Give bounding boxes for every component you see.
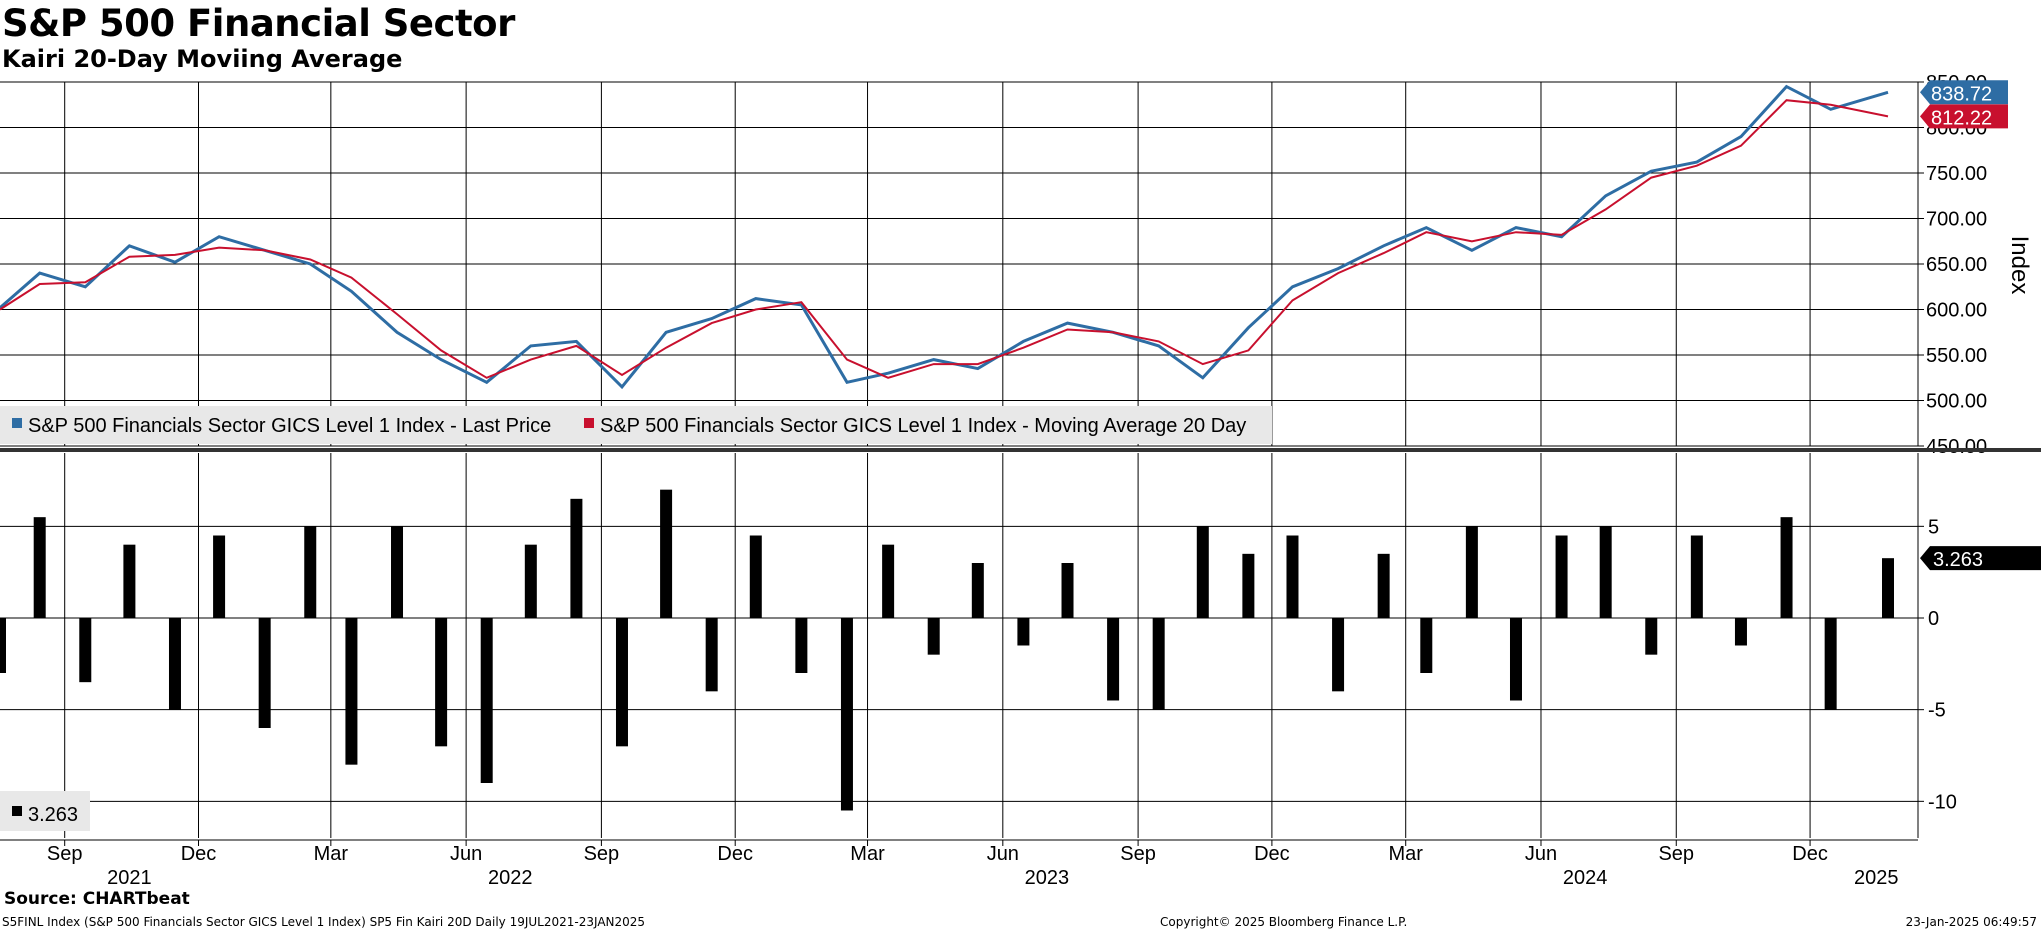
y-tick-label-price: 700.00 (1926, 209, 1987, 231)
last-price-tag: 838.72 (1931, 83, 1992, 105)
x-tick-label-month: Jun (450, 843, 482, 865)
moving-average-tag: 812.22 (1931, 107, 1992, 129)
x-tick-label-month: Mar (850, 843, 885, 865)
kairi-bar (570, 498, 583, 618)
legend-box-price (0, 406, 1272, 444)
timestamp: 23-Jan-2025 06:49:57 (1905, 915, 2037, 929)
legend-swatch-kairi (12, 806, 22, 816)
kairi-bar (1465, 526, 1478, 618)
kairi-bar (123, 544, 136, 618)
y-tick-label-kairi: 5 (1928, 516, 1939, 538)
y-tick-label-price: 750.00 (1926, 163, 1987, 185)
kairi-bar (1332, 618, 1345, 692)
kairi-bar (1152, 618, 1165, 710)
kairi-bar (33, 517, 46, 618)
y-tick-label-price: 550.00 (1926, 345, 1987, 367)
kairi-bar (1286, 535, 1299, 618)
kairi-bar (1599, 526, 1612, 618)
legend-label: S&P 500 Financials Sector GICS Level 1 I… (600, 415, 1246, 437)
kairi-bar (1824, 618, 1837, 710)
x-tick-label-month: Mar (314, 843, 349, 865)
last-price-tag-bg (1920, 80, 2008, 105)
x-tick-label-month: Jun (987, 843, 1019, 865)
y-tick-label-price: 500.00 (1926, 391, 1987, 413)
kairi-bar (1107, 618, 1120, 701)
x-tick-label-month: Dec (1792, 843, 1828, 865)
kairi-last-tag: 3.263 (1933, 549, 1983, 571)
y-tick-label-price: 650.00 (1926, 254, 1987, 276)
kairi-bar (1780, 517, 1793, 618)
kairi-bar (304, 526, 317, 618)
kairi-bar (749, 535, 762, 618)
y-tick-label-kairi: 0 (1928, 608, 1939, 630)
kairi-bar (168, 618, 181, 710)
ticker-description: S5FINL Index (S&P 500 Financials Sector … (2, 915, 646, 929)
y-tick-label-price: 450.00 (1926, 436, 1987, 458)
kairi-bar (258, 618, 271, 728)
kairi-bar (1882, 558, 1894, 618)
x-tick-label-year: 2021 (107, 867, 152, 889)
kairi-bar (795, 618, 808, 673)
kairi-bar (840, 618, 853, 811)
x-tick-label-month: Sep (1120, 843, 1156, 865)
legend-swatch (584, 418, 594, 428)
chart-subtitle: Kairi 20-Day Moviing Average (2, 45, 403, 73)
kairi-bar (1242, 553, 1255, 618)
kairi-last-tag-bg (1920, 546, 2041, 571)
kairi-bar (391, 526, 404, 618)
x-tick-label-year: 2023 (1025, 867, 1070, 889)
copyright-notice: Copyright© 2025 Bloomberg Finance L.P. (1160, 915, 1408, 929)
x-tick-label-year: 2022 (488, 867, 533, 889)
y-tick-label-kairi: -5 (1928, 700, 1946, 722)
legend-label-kairi: 3.263 (28, 804, 78, 826)
kairi-bar (615, 618, 628, 747)
x-tick-label-year: 2024 (1563, 867, 1608, 889)
price-line (0, 84, 1889, 390)
kairi-bar (660, 489, 673, 618)
legend-label: S&P 500 Financials Sector GICS Level 1 I… (28, 415, 551, 437)
x-tick-label-month: Dec (717, 843, 753, 865)
x-tick-label-month: Sep (584, 843, 620, 865)
kairi-bar (1645, 618, 1658, 655)
kairi-bar (213, 535, 226, 618)
kairi-bar (971, 563, 984, 618)
y-tick-label-price: 600.00 (1926, 300, 1987, 322)
moving-average-line (0, 99, 1889, 379)
y-axis-title: Index (2006, 236, 2033, 295)
chart-title: S&P 500 Financial Sector (2, 2, 515, 45)
x-tick-label-month: Dec (181, 843, 217, 865)
kairi-bar (705, 618, 718, 692)
kairi-bar (524, 544, 537, 618)
kairi-bar (345, 618, 358, 765)
moving-average-tag-bg (1920, 104, 2008, 129)
kairi-bar (1377, 553, 1390, 618)
legend-swatch (12, 418, 22, 428)
kairi-bar (1061, 563, 1074, 618)
kairi-bar (1420, 618, 1433, 673)
kairi-bar (79, 618, 92, 683)
kairi-bar (435, 618, 448, 747)
source-label: Source: CHARTbeat (4, 889, 190, 909)
kairi-bar (882, 544, 895, 618)
kairi-bar (1690, 535, 1703, 618)
x-tick-label-month: Dec (1254, 843, 1290, 865)
kairi-bar (1509, 618, 1522, 701)
y-tick-label-kairi: -10 (1928, 791, 1957, 813)
x-tick-label-month: Jun (1525, 843, 1557, 865)
x-tick-label-month: Mar (1388, 843, 1423, 865)
x-tick-label-month: Sep (1658, 843, 1694, 865)
kairi-bar (1734, 618, 1747, 646)
kairi-bar (480, 618, 493, 783)
kairi-bar (1196, 526, 1209, 618)
x-tick-label-month: Sep (47, 843, 83, 865)
kairi-bar (0, 618, 6, 673)
kairi-bar (1555, 535, 1568, 618)
x-tick-label-year: 2025 (1854, 867, 1899, 889)
kairi-bar (927, 618, 940, 655)
kairi-bar (1017, 618, 1030, 646)
